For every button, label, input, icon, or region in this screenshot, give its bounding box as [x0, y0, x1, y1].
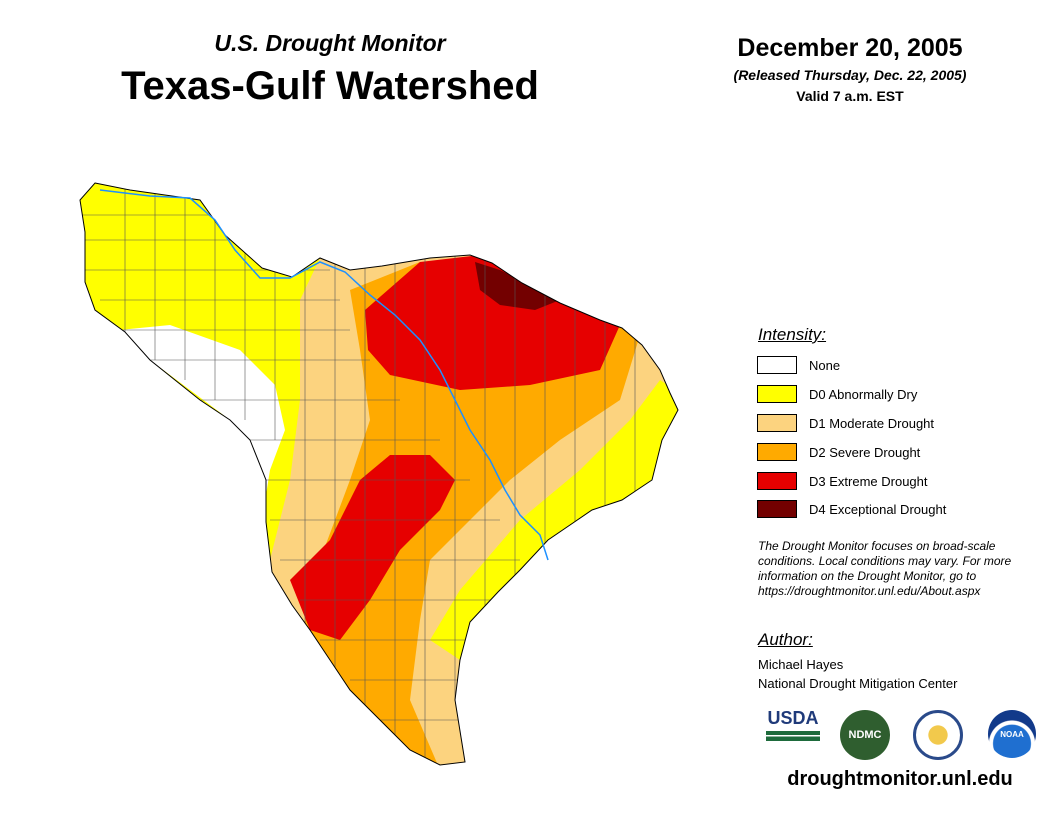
legend-item-d1: D1 Moderate Drought: [757, 413, 934, 433]
subtitle: U.S. Drought Monitor: [214, 30, 446, 56]
legend-swatch: [757, 385, 797, 403]
author-org: National Drought Mitigation Center: [758, 676, 958, 691]
usda-logo-text: USDA: [767, 708, 819, 728]
legend-swatch: [757, 356, 797, 374]
legend-swatch: [757, 472, 797, 490]
d2-region: [300, 262, 640, 765]
commerce-seal-logo: [913, 710, 963, 760]
website-link[interactable]: droughtmonitor.unl.edu: [787, 768, 1013, 790]
legend-label: D4 Exceptional Drought: [809, 501, 947, 517]
disclaimer-note: The Drought Monitor focuses on broad-sca…: [758, 539, 1012, 598]
map-title: Texas-Gulf Watershed: [121, 64, 539, 108]
legend-label: D1 Moderate Drought: [809, 415, 935, 431]
d4-region: [475, 262, 560, 310]
legend-label: None: [809, 357, 841, 373]
county-lines: [80, 183, 636, 760]
ndmc-logo: NDMC: [840, 710, 890, 760]
none-region: [120, 325, 285, 520]
legend-item-d0: D0 Abnormally Dry: [757, 384, 917, 404]
map-date: December 20, 2005: [737, 34, 963, 62]
legend-swatch: [757, 443, 797, 461]
author-name: Michael Hayes: [758, 657, 844, 672]
noaa-logo-text: NOAA: [1000, 729, 1024, 739]
usda-logo: USDA: [766, 708, 820, 741]
legend-item-d3: D3 Extreme Drought: [757, 471, 928, 491]
d3-region-north: [365, 255, 620, 390]
river: [99, 189, 549, 561]
author-heading: Author:: [758, 630, 813, 649]
valid-time: Valid 7 a.m. EST: [796, 88, 904, 104]
legend-label: D3 Extreme Drought: [809, 473, 928, 489]
legend-item-d4: D4 Exceptional Drought: [757, 499, 946, 519]
noaa-logo: NOAA: [988, 710, 1036, 758]
legend-swatch: [757, 414, 797, 432]
release-date: (Released Thursday, Dec. 22, 2005): [733, 67, 967, 83]
d0-region-coast: [430, 380, 678, 660]
legend-item-none: None: [757, 355, 840, 375]
watershed-map: [79, 182, 679, 766]
ndmc-logo-text: NDMC: [848, 729, 882, 741]
legend-item-d2: D2 Severe Drought: [757, 442, 920, 462]
legend-title: Intensity:: [758, 325, 827, 344]
legend-label: D2 Severe Drought: [809, 444, 921, 460]
legend-swatch: [757, 500, 797, 518]
d3-region-south: [290, 455, 455, 640]
legend-label: D0 Abnormally Dry: [809, 386, 918, 402]
